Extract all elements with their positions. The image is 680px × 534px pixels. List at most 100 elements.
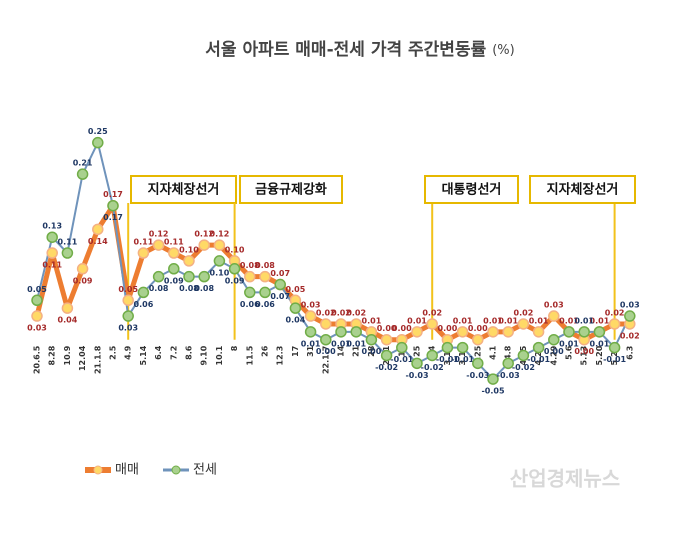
x-tick-label: 8.28 — [48, 345, 57, 365]
marker — [183, 255, 195, 267]
x-tick-label: 20.6.5 — [33, 345, 42, 374]
marker — [608, 318, 621, 330]
data-label: 0.12 — [194, 230, 214, 239]
data-label: 0.00 — [438, 324, 458, 333]
marker — [76, 263, 89, 275]
x-tick-label: 3.25 — [473, 345, 482, 365]
x-tick-label: 5.14 — [139, 345, 148, 365]
x-tick-label: 4.8 — [504, 345, 513, 360]
data-label: 0.01 — [483, 316, 503, 325]
data-label: 0.01 — [574, 316, 594, 325]
marker — [532, 326, 545, 338]
marker — [61, 302, 74, 314]
plot-area: 20.6.5 8.28 10.9 12.04 21.1.8 2.5 4.9 5.14 6.4 7.… — [27, 127, 640, 395]
data-label: 0.00 — [574, 347, 594, 356]
marker — [380, 349, 393, 362]
legend-marker — [171, 465, 181, 475]
marker — [320, 333, 332, 346]
marker — [122, 294, 134, 307]
annotation-box — [239, 175, 343, 204]
marker — [122, 310, 134, 322]
data-label: 0.05 — [118, 285, 138, 294]
data-label: 0.17 — [103, 190, 123, 199]
marker — [92, 136, 104, 149]
x-tick-label: 8.6 — [185, 345, 194, 360]
data-label: 0.01 — [529, 316, 549, 325]
x-tick-label: 7.2 — [169, 346, 178, 360]
x-tick-label: 4.9 — [124, 345, 133, 360]
data-label: 0.17 — [103, 213, 123, 222]
marker — [426, 318, 438, 330]
marker — [213, 239, 226, 251]
marker — [335, 326, 347, 338]
data-label: 0.09 — [225, 276, 245, 285]
marker — [502, 326, 514, 338]
marker — [76, 168, 89, 180]
data-label: 0.00 — [392, 324, 412, 333]
data-label: 0.00 — [544, 347, 564, 356]
x-tick-label: 8 — [230, 345, 239, 351]
data-label: 0.04 — [58, 316, 78, 325]
marker — [320, 318, 332, 330]
data-label: -0.01 — [390, 355, 413, 364]
unit-text: (%) — [492, 43, 515, 58]
data-label: 0.11 — [58, 238, 78, 247]
x-tick-label: 21.1.8 — [93, 345, 102, 374]
data-label: 0.01 — [590, 339, 610, 348]
data-label: 0.11 — [134, 238, 154, 247]
data-label: 0.00 — [377, 324, 397, 333]
marker — [380, 333, 393, 346]
marker — [304, 326, 317, 338]
x-tick-label: 28 — [367, 345, 376, 357]
marker — [426, 349, 438, 362]
marker — [213, 255, 226, 267]
data-label: 0.25 — [88, 127, 108, 136]
data-label: 0.02 — [346, 308, 366, 317]
data-label: 0.08 — [149, 284, 169, 293]
marker — [198, 270, 210, 283]
watermark: 산업경제뉴스 — [510, 467, 620, 491]
data-label: 0.11 — [42, 261, 62, 270]
data-label: 0.01 — [301, 339, 321, 348]
annotation-text: 지자체장선거 — [547, 182, 619, 198]
data-label: 0.00 — [468, 324, 488, 333]
data-label: 0.03 — [620, 301, 640, 310]
marker — [532, 341, 545, 354]
marker — [61, 247, 74, 259]
legend-label: 전세 — [193, 463, 217, 478]
x-tick-label: 5.13 — [580, 346, 589, 366]
data-label: 0.01 — [346, 339, 366, 348]
data-label: 0.06 — [240, 300, 260, 309]
data-label: -0.03 — [405, 371, 428, 380]
marker — [107, 199, 119, 212]
x-tick-label: 5.20 — [595, 345, 604, 365]
annotation-text: 대통령선거 — [442, 182, 502, 198]
data-label: -0.02 — [512, 363, 535, 372]
marker — [228, 263, 241, 275]
marker — [608, 341, 621, 354]
marker — [441, 341, 454, 354]
data-label: 0.10 — [210, 268, 230, 277]
data-label: 0.01 — [331, 339, 351, 348]
x-tick-label: 21 — [352, 345, 361, 357]
marker — [411, 357, 423, 370]
marker — [289, 302, 302, 314]
data-label: -0.03 — [466, 371, 489, 380]
x-tick-label: 12.04 — [78, 345, 87, 371]
annotation-text: 지자체장선거 — [148, 182, 220, 198]
data-label: 0.08 — [255, 261, 275, 270]
marker — [137, 286, 150, 299]
x-tick-label: 6.4 — [154, 345, 163, 360]
x-tick-label: 4.1 — [489, 345, 498, 360]
annotation-text: 금융규제강화 — [255, 182, 327, 198]
legend: 매매 전세 — [85, 463, 217, 478]
marker — [31, 310, 43, 322]
data-label: 0.21 — [73, 159, 93, 168]
marker — [563, 326, 575, 338]
data-label: -0.05 — [481, 387, 504, 396]
data-label: 0.07 — [270, 292, 290, 301]
data-label: 0.02 — [422, 308, 442, 317]
data-label: 0.03 — [544, 301, 564, 310]
marker — [31, 294, 43, 307]
marker — [244, 286, 256, 299]
